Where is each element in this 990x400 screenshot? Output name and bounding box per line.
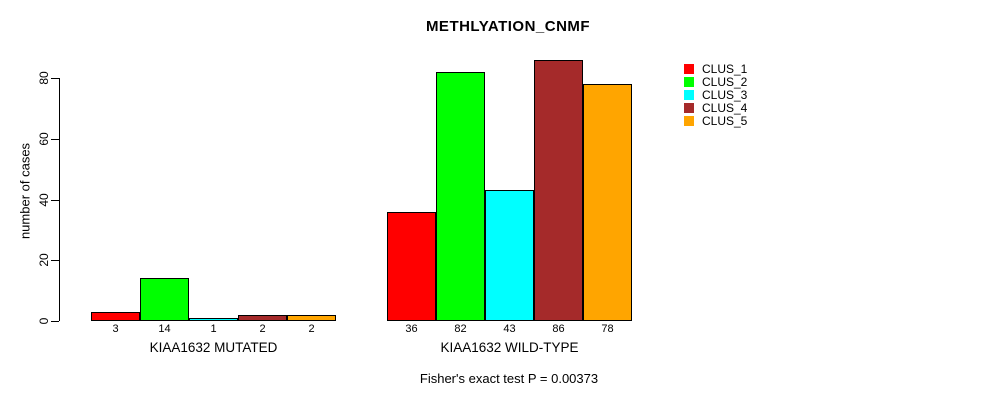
bar-clus_2-group2 <box>436 72 485 321</box>
bar-value-label: 1 <box>210 323 217 335</box>
bar-clus_5-group1 <box>287 315 336 321</box>
y-tick-label: 40 <box>37 192 51 207</box>
bar-value-label: 78 <box>601 323 614 335</box>
chart-title: METHLYATION_CNMF <box>425 18 591 35</box>
y-tick-mark <box>51 199 59 201</box>
bar-clus_5-group2 <box>583 84 632 321</box>
bar-value-label: 14 <box>158 323 171 335</box>
bar-clus_1-group2 <box>387 212 436 321</box>
y-tick-mark <box>51 260 59 262</box>
y-tick-label: 60 <box>37 132 51 146</box>
legend-swatch-icon <box>684 90 694 100</box>
bar-value-label: 82 <box>454 323 467 335</box>
legend-swatch-icon <box>684 64 694 74</box>
bar-clus_1-group1 <box>91 312 140 321</box>
bar-clus_3-group1 <box>189 318 238 321</box>
legend-label: CLUS_1 <box>702 62 748 76</box>
bar-value-label: 36 <box>405 323 418 335</box>
bar-value-label: 2 <box>308 323 315 335</box>
bar-clus_2-group1 <box>140 278 189 321</box>
legend-label: CLUS_4 <box>702 101 748 115</box>
y-tick-label: 0 <box>37 317 51 325</box>
bar-value-label: 3 <box>112 323 119 335</box>
y-tick-mark <box>51 78 59 79</box>
group-label: KIAA1632 MUTATED <box>149 340 278 355</box>
y-tick-label: 80 <box>37 71 51 85</box>
legend-label: CLUS_3 <box>702 88 748 102</box>
y-axis-label: number of cases <box>17 142 33 240</box>
bar-value-label: 43 <box>503 323 516 335</box>
y-tick-mark <box>51 321 59 322</box>
stat-annotation: Fisher's exact test P = 0.00373 <box>419 371 599 386</box>
legend-swatch-icon <box>684 103 694 113</box>
bar-value-label: 86 <box>552 323 565 335</box>
legend-label: CLUS_5 <box>702 114 748 128</box>
legend-swatch-icon <box>684 77 694 87</box>
bar-clus_4-group2 <box>534 60 583 321</box>
bar-clus_3-group2 <box>485 190 534 321</box>
y-axis-line <box>59 78 60 321</box>
y-tick-label: 20 <box>37 253 51 267</box>
legend-label: CLUS_2 <box>702 75 748 89</box>
group-label: KIAA1632 WILD-TYPE <box>440 340 579 355</box>
y-tick-mark <box>51 138 59 140</box>
bar-clus_4-group1 <box>238 315 287 321</box>
bar-value-label: 2 <box>259 323 266 335</box>
legend-swatch-icon <box>684 116 694 126</box>
